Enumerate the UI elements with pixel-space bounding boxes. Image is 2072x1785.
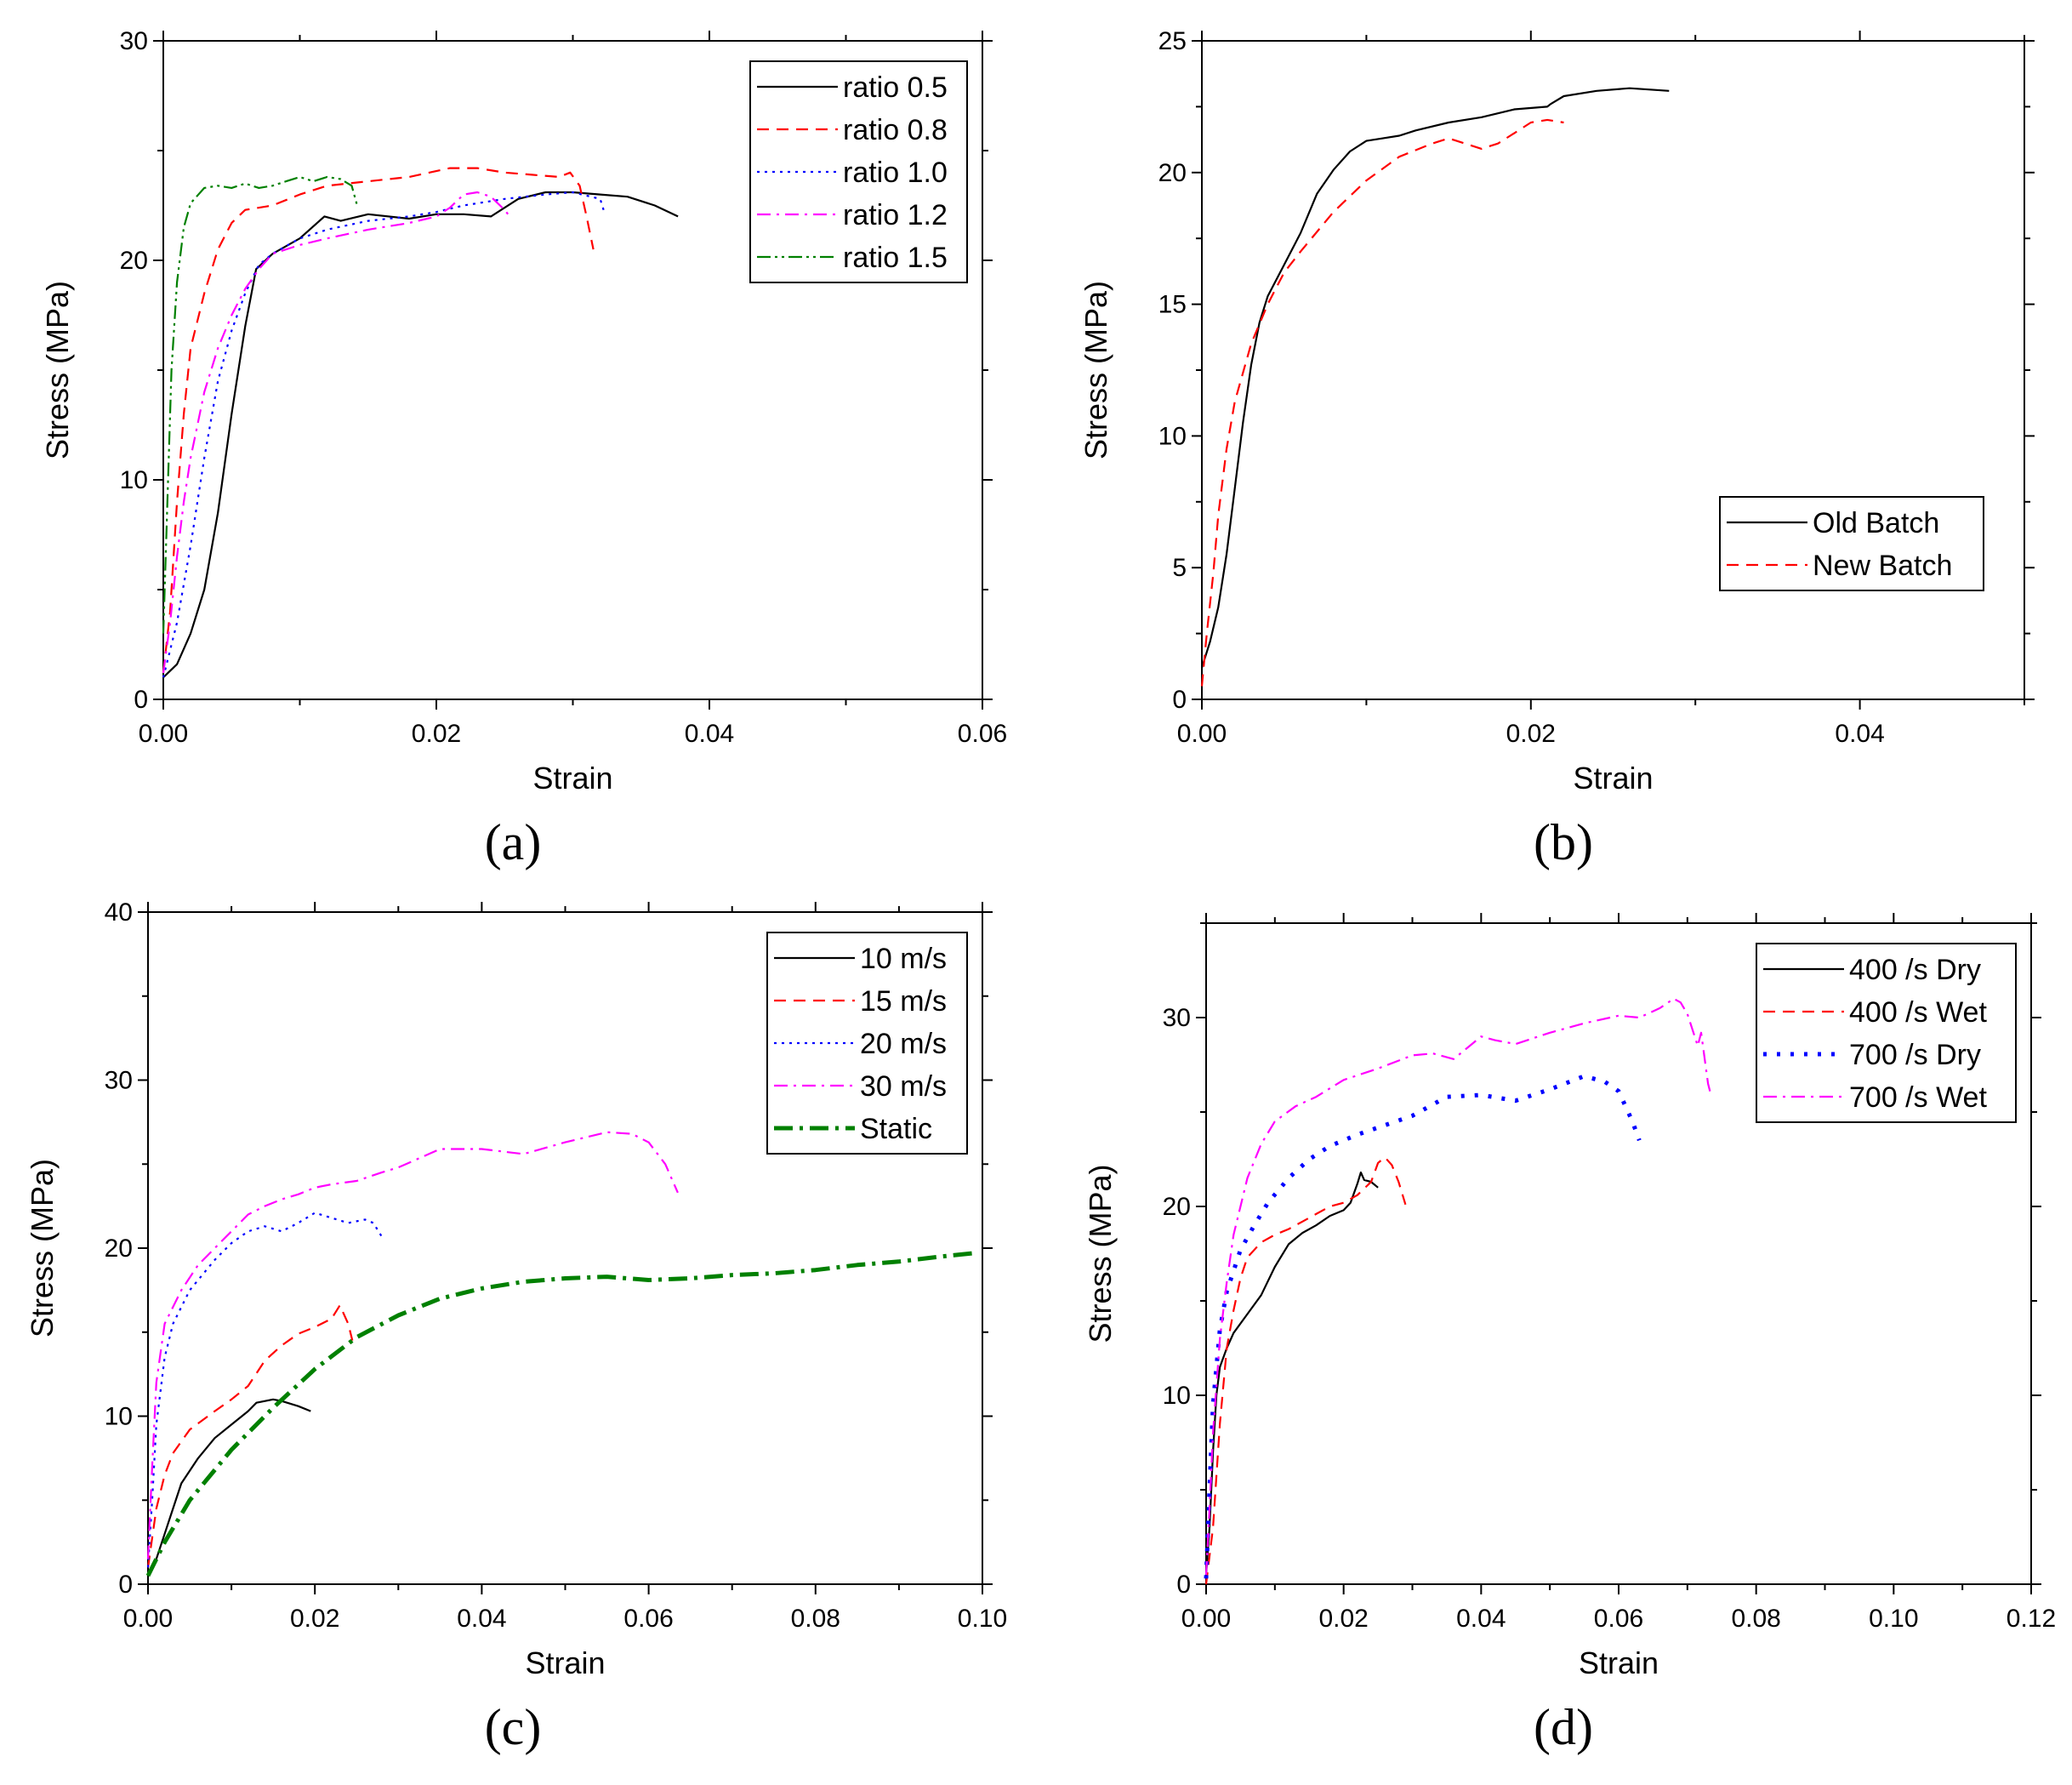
panel-b: 0.00 0.02 0.04 0 5 10 15 20 25 Strain Stress (MPa)… [1079, 27, 2035, 796]
legend-label-1: 400 /s Dry [1849, 954, 1981, 986]
x-tick-label: 0.06 [958, 720, 1007, 748]
legend-label-5: ratio 1.5 [843, 242, 948, 274]
panel-c: 0.00 0.02 0.04 0.06 0.08 0.10 0 10 20 30 40 Strain S… [25, 898, 1007, 1680]
series-line-2 [162, 167, 595, 674]
x-tick-label: 0.00 [139, 720, 188, 748]
panel-a: 0.00 0.02 0.04 0.06 0 10 20 30 Strain Stress (MPa… [40, 27, 1007, 796]
legend-label-4: ratio 1.2 [843, 199, 948, 231]
legend-label-5: Static [860, 1113, 932, 1145]
y-tick-label: 10 [120, 466, 148, 494]
series-line-5 [145, 1251, 975, 1577]
caption-a: (a) [485, 814, 542, 870]
legend-label-2: 400 /s Wet [1849, 996, 1987, 1029]
x-tick-label: 0.02 [1506, 720, 1556, 748]
legend-label-4: 30 m/s [860, 1070, 947, 1103]
y-tick-label: 20 [120, 247, 148, 275]
series-line-4 [162, 191, 513, 674]
legend-label-3: 700 /s Dry [1849, 1039, 1981, 1071]
legend-box [1756, 943, 2017, 1123]
series-line-2 [1204, 1156, 1407, 1585]
x-tick-label: 0.08 [1731, 1605, 1780, 1633]
x-axis-label: Strain [1579, 1645, 1659, 1680]
legend-label-4: 700 /s Wet [1849, 1081, 1987, 1114]
series-line-2 [1200, 118, 1564, 687]
x-tick-label: 0.02 [290, 1605, 339, 1633]
x-tick-label: 0.00 [1177, 720, 1227, 748]
series-line-4 [146, 1131, 679, 1560]
x-tick-label: 0.08 [791, 1605, 840, 1633]
series-line-4 [1204, 997, 1713, 1575]
x-tick-label: 0.12 [2007, 1605, 2056, 1633]
y-axis-label: Stress (MPa) [40, 281, 75, 459]
caption-b: (b) [1534, 814, 1593, 870]
x-tick-label: 0.04 [685, 720, 734, 748]
legend-label-2: ratio 0.8 [843, 114, 948, 146]
y-tick-label: 10 [1158, 422, 1187, 450]
x-tick-label: 0.04 [1456, 1605, 1506, 1633]
legend-label-1: ratio 0.5 [843, 71, 948, 104]
legend-label-3: 20 m/s [860, 1028, 947, 1060]
caption-c: (c) [485, 1699, 542, 1755]
legend-label-3: ratio 1.0 [843, 157, 948, 189]
y-tick-label: 0 [1176, 1571, 1191, 1599]
y-tick-label: 0 [118, 1571, 133, 1599]
y-tick-label: 25 [1158, 27, 1187, 55]
y-tick-label: 0 [134, 686, 148, 714]
legend-box [1719, 496, 1984, 591]
legend-label-2: New Batch [1813, 550, 1952, 582]
y-tick-label: 5 [1172, 554, 1187, 582]
x-tick-label: 0.02 [412, 720, 461, 748]
y-tick-label: 0 [1172, 686, 1187, 714]
caption-d: (d) [1534, 1699, 1593, 1755]
x-axis-label: Strain [532, 761, 612, 796]
y-tick-label: 20 [1158, 159, 1187, 187]
x-axis-label: Strain [525, 1645, 605, 1680]
y-tick-label: 30 [105, 1067, 133, 1095]
y-tick-label: 20 [105, 1235, 133, 1263]
x-tick-label: 0.02 [1318, 1605, 1368, 1633]
legend-label-2: 15 m/s [860, 985, 947, 1018]
series-line-3 [1204, 1074, 1642, 1579]
x-tick-label: 0.04 [457, 1605, 506, 1633]
x-tick-label: 0.00 [1181, 1605, 1231, 1633]
legend-label-1: 10 m/s [860, 943, 947, 975]
series-line-1 [147, 1398, 311, 1577]
series-line-1 [1200, 87, 1670, 669]
y-tick-label: 15 [1158, 291, 1187, 319]
y-tick-label: 20 [1163, 1193, 1191, 1221]
x-tick-label: 0.10 [958, 1605, 1007, 1633]
plot-frame [1201, 40, 2025, 700]
y-tick-label: 40 [105, 898, 133, 927]
series-line-5 [162, 175, 358, 634]
y-tick-label: 10 [105, 1403, 133, 1431]
series-line-1 [162, 191, 679, 678]
x-axis-label: Strain [1573, 761, 1653, 796]
y-axis-label: Stress (MPa) [1083, 1164, 1118, 1343]
y-tick-label: 10 [1163, 1382, 1191, 1410]
legend-box [749, 60, 968, 283]
y-axis-label: Stress (MPa) [25, 1159, 60, 1337]
panel-d: 0.00 0.02 0.04 0.06 0.08 0.10 0.12 0 10 20 30 Strai… [1083, 913, 2056, 1680]
y-axis-label: Stress (MPa) [1079, 281, 1113, 459]
y-tick-label: 30 [1163, 1004, 1191, 1032]
x-tick-label: 0.06 [1594, 1605, 1643, 1633]
legend-box [766, 932, 968, 1155]
series-line-2 [146, 1304, 354, 1568]
y-tick-label: 30 [120, 27, 148, 55]
x-tick-label: 0.06 [623, 1605, 673, 1633]
x-tick-label: 0.10 [1869, 1605, 1918, 1633]
series-line-1 [1204, 1171, 1379, 1575]
series-line-3 [146, 1212, 383, 1568]
legend-label-1: Old Batch [1813, 507, 1939, 539]
x-tick-label: 0.04 [1835, 720, 1884, 748]
x-tick-label: 0.00 [123, 1605, 173, 1633]
